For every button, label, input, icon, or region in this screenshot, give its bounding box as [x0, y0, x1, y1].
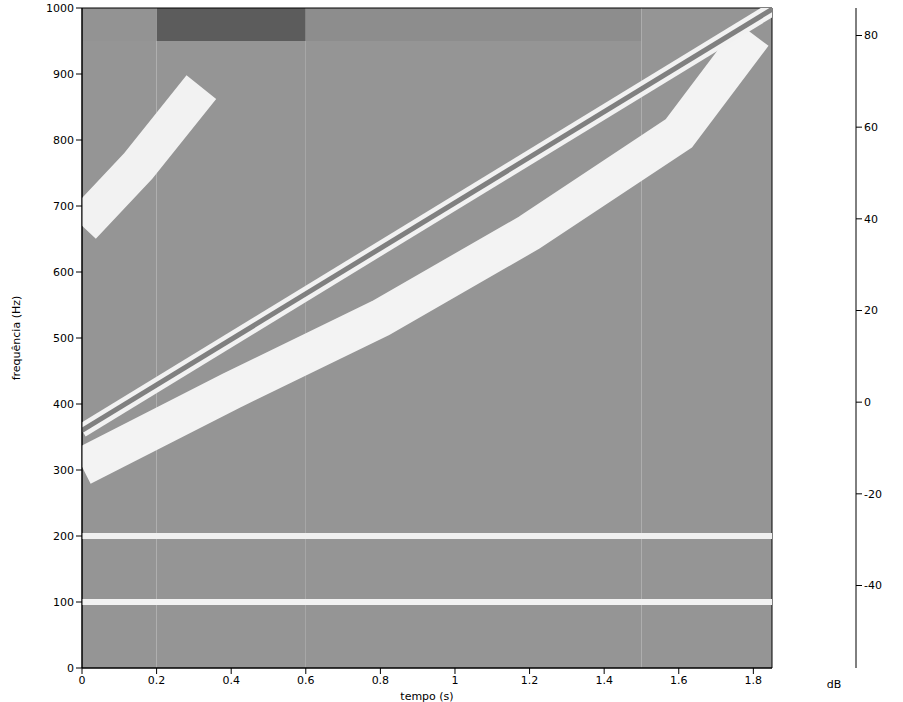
html-text:dB: dB	[826, 678, 842, 691]
svg-text:1000: 1000	[46, 2, 74, 15]
svg-text:200: 200	[53, 530, 74, 543]
svg-text:20: 20	[864, 304, 878, 317]
svg-text:0.8: 0.8	[372, 674, 390, 687]
svg-text:-20: -20	[864, 488, 882, 501]
svg-text:80: 80	[864, 29, 878, 42]
svg-text:-40: -40	[864, 579, 882, 592]
svg-text:900: 900	[53, 68, 74, 81]
svg-text:tempo (s): tempo (s)	[400, 690, 453, 702]
svg-text:300: 300	[53, 464, 74, 477]
svg-text:0: 0	[67, 662, 74, 675]
svg-text:1: 1	[451, 674, 458, 687]
svg-text:0: 0	[79, 674, 86, 687]
svg-text:400: 400	[53, 398, 74, 411]
svg-text:frequência (Hz): frequência (Hz)	[10, 296, 23, 381]
svg-text:0.2: 0.2	[148, 674, 166, 687]
svg-text:0.6: 0.6	[297, 674, 315, 687]
svg-text:100: 100	[53, 596, 74, 609]
svg-text:60: 60	[864, 121, 878, 134]
svg-text:800: 800	[53, 134, 74, 147]
svg-text:1.6: 1.6	[670, 674, 688, 687]
svg-text:600: 600	[53, 266, 74, 279]
svg-text:1.8: 1.8	[745, 674, 763, 687]
svg-text:0: 0	[864, 396, 871, 409]
svg-text:40: 40	[864, 213, 878, 226]
svg-text:1.4: 1.4	[595, 674, 613, 687]
svg-text:0.4: 0.4	[222, 674, 240, 687]
svg-text:500: 500	[53, 332, 74, 345]
svg-text:1.2: 1.2	[521, 674, 539, 687]
svg-text:700: 700	[53, 200, 74, 213]
